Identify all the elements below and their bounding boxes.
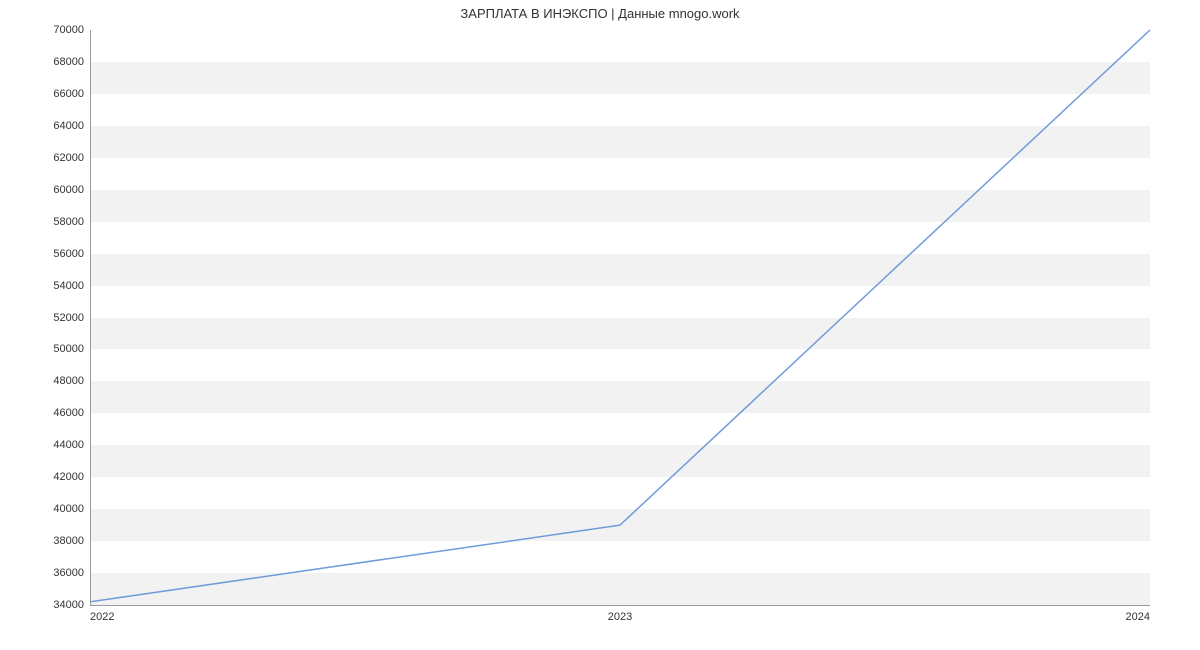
y-tick-label: 36000	[53, 567, 90, 579]
plot-area: 3400036000380004000042000440004600048000…	[90, 30, 1150, 605]
y-tick-label: 64000	[53, 120, 90, 132]
y-tick-label: 70000	[53, 24, 90, 36]
y-tick-label: 66000	[53, 88, 90, 100]
x-tick-label: 2024	[1126, 605, 1150, 623]
y-tick-label: 54000	[53, 280, 90, 292]
line-series	[90, 30, 1150, 605]
y-axis-line	[90, 30, 91, 605]
y-tick-label: 42000	[53, 471, 90, 483]
y-tick-label: 60000	[53, 184, 90, 196]
y-tick-label: 62000	[53, 152, 90, 164]
y-tick-label: 44000	[53, 439, 90, 451]
y-tick-label: 48000	[53, 375, 90, 387]
x-axis-line	[90, 605, 1150, 606]
y-tick-label: 34000	[53, 599, 90, 611]
chart-title: ЗАРПЛАТА В ИНЭКСПО | Данные mnogo.work	[0, 6, 1200, 21]
y-tick-label: 56000	[53, 248, 90, 260]
salary-line-chart: ЗАРПЛАТА В ИНЭКСПО | Данные mnogo.work 3…	[0, 0, 1200, 650]
x-tick-label: 2022	[90, 605, 114, 623]
y-tick-label: 40000	[53, 503, 90, 515]
y-tick-label: 46000	[53, 407, 90, 419]
y-tick-label: 52000	[53, 312, 90, 324]
y-tick-label: 68000	[53, 56, 90, 68]
y-tick-label: 50000	[53, 343, 90, 355]
y-tick-label: 58000	[53, 216, 90, 228]
series-line	[90, 30, 1150, 602]
y-tick-label: 38000	[53, 535, 90, 547]
x-tick-label: 2023	[608, 605, 632, 623]
